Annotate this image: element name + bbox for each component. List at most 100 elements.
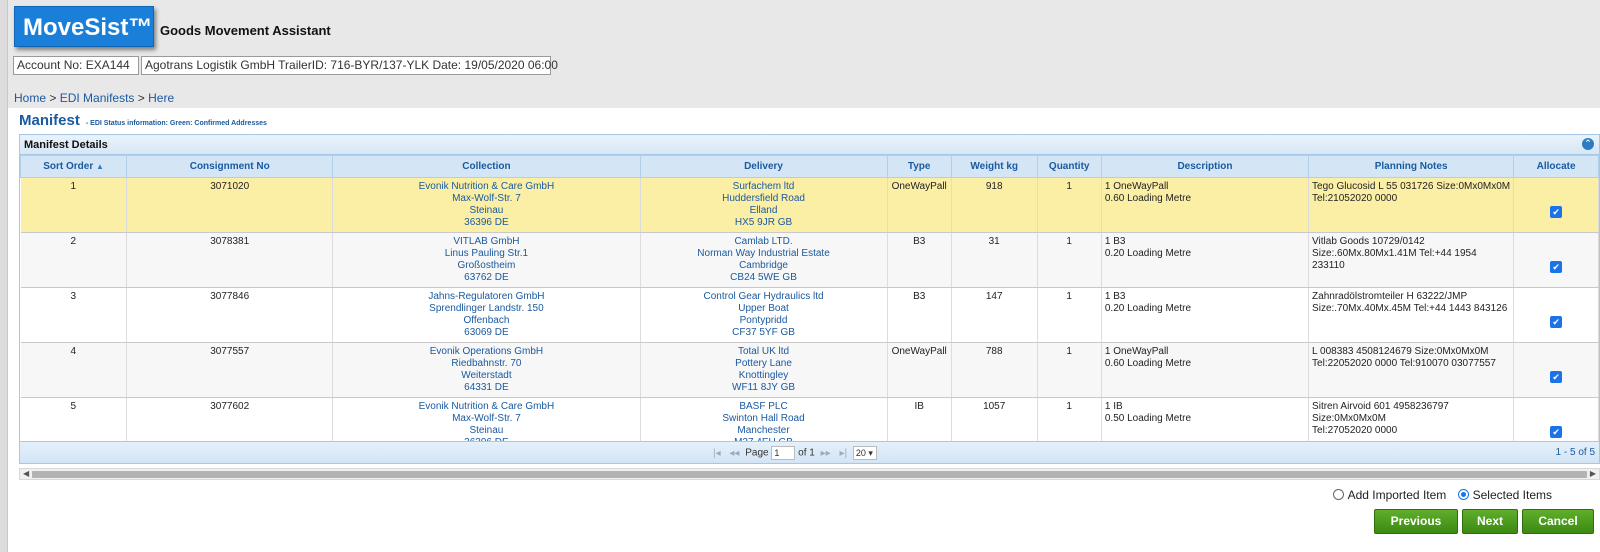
collection-line: Linus Pauling Str.1	[444, 248, 529, 259]
collection-line: Steinau	[469, 425, 504, 436]
cell-collection[interactable]: Jahns-Regulatoren GmbH Sprendlinger Lands…	[332, 287, 641, 343]
column-header-collection[interactable]: Collection	[332, 155, 641, 178]
description-line: 1 OneWayPall	[1104, 346, 1169, 357]
add-imported-item-radio[interactable]	[1332, 489, 1344, 500]
rows-per-page-select[interactable]: 20 ▾	[852, 446, 877, 460]
description-line: 0.50 Loading Metre	[1104, 413, 1192, 424]
cell-collection[interactable]: Evonik Nutrition & Care GmbH Max-Wolf-Str…	[332, 177, 641, 233]
manifest-status-info: - EDI Status information: Green: Confirm…	[85, 120, 267, 127]
cell-quantity: 1	[1037, 232, 1102, 288]
delivery-line: Pontypridd	[739, 315, 788, 326]
selected-items-radio[interactable]	[1457, 489, 1469, 500]
cell-type: OneWayPall	[887, 342, 952, 398]
first-page-icon[interactable]: |◂	[713, 447, 721, 459]
manifest-title: Manifest	[19, 112, 80, 129]
cell-weight: 918	[951, 177, 1038, 233]
app-logo: MoveSist™	[14, 6, 154, 47]
scroll-right-icon[interactable]: ▶	[1589, 469, 1596, 478]
collection-line: Evonik Operations GmbH	[429, 346, 544, 357]
cell-consignment: 3077846	[126, 287, 334, 343]
sort-asc-icon: ▲	[96, 162, 104, 171]
grid-caption-title: Manifest Details	[24, 139, 108, 151]
breadcrumb-home[interactable]: Home	[14, 91, 47, 105]
table-row[interactable]: 3 3077846 Jahns-Regulatoren GmbH Sprendling…	[20, 287, 1599, 343]
column-header-allocate[interactable]: Allocate	[1513, 155, 1599, 178]
delivery-line: Control Gear Hydraulics ltd	[703, 291, 824, 302]
cell-delivery[interactable]: Surfachem ltd Huddersfield Road Elland HX5 …	[640, 177, 888, 233]
column-header-quantity[interactable]: Quantity	[1036, 155, 1102, 178]
cell-weight: 147	[951, 287, 1038, 343]
collection-line: Riedbahnstr. 70	[451, 358, 522, 369]
collection-line: 63069 DE	[464, 327, 509, 338]
table-header-row: Sort Order ▲ Consignment No Collection D…	[19, 155, 1599, 178]
delivery-line: Pottery Lane	[735, 358, 792, 369]
allocate-checkbox[interactable]: ✔	[1550, 425, 1563, 438]
allocate-checkbox[interactable]: ✔	[1550, 205, 1563, 218]
allocate-checkbox[interactable]: ✔	[1550, 315, 1563, 328]
column-header-sort-order[interactable]: Sort Order ▲	[19, 155, 128, 178]
breadcrumb-here[interactable]: Here	[148, 91, 175, 105]
planning-line: Vitlab Goods 10729/0142	[1312, 236, 1425, 247]
planning-line: Tel:22052020 0000 Tel:910070 03077557	[1312, 358, 1496, 369]
cell-sort-order: 1	[20, 177, 128, 233]
pager-controls: |◂ ◂◂ Page 1 of 1 ▸▸ ▸| 20 ▾	[710, 446, 877, 460]
delivery-line: Camlab LTD.	[734, 236, 793, 247]
breadcrumb-separator: >	[137, 91, 145, 105]
prev-page-icon[interactable]: ◂◂	[729, 447, 740, 459]
cell-allocate: ✔	[1513, 342, 1599, 398]
item-source-radio-group: Add Imported Item Selected Items	[1332, 488, 1560, 502]
record-range: 1 - 5 of 5	[1555, 447, 1595, 458]
collapse-icon[interactable]: ⌃	[1582, 138, 1594, 150]
scrollbar-thumb[interactable]	[32, 471, 1587, 478]
next-page-icon[interactable]: ▸▸	[820, 447, 831, 459]
manifest-table: Sort Order ▲ Consignment No Collection D…	[19, 155, 1599, 453]
planning-line: L 008383 4508124679 Size:0Mx0Mx0M	[1312, 346, 1489, 357]
column-header-consignment[interactable]: Consignment No	[126, 155, 334, 178]
delivery-line: Norman Way Industrial Estate	[697, 248, 830, 259]
column-header-planning-notes[interactable]: Planning Notes	[1308, 155, 1515, 178]
cell-delivery[interactable]: Camlab LTD. Norman Way Industrial Estate C…	[640, 232, 888, 288]
cell-planning-notes: Tego Glucosid L 55 031726 Size:0Mx0Mx0M T…	[1308, 177, 1515, 233]
cell-collection[interactable]: VITLAB GmbH Linus Pauling Str.1 Großosthei…	[332, 232, 641, 288]
collection-line: Evonik Nutrition & Care GmbH	[418, 181, 555, 192]
cell-collection[interactable]: Evonik Operations GmbH Riedbahnstr. 70 Wei…	[332, 342, 641, 398]
delivery-line: CF37 5YF GB	[732, 327, 795, 338]
cell-type: OneWayPall	[887, 177, 952, 233]
cell-delivery[interactable]: Control Gear Hydraulics ltd Upper Boat Pon…	[640, 287, 888, 343]
manifest-grid: Manifest Details ⌃ Sort Order ▲ Consignm…	[19, 134, 1600, 464]
cell-delivery[interactable]: Total UK ltd Pottery Lane Knottingley WF11 …	[640, 342, 888, 398]
page-number-input[interactable]: 1	[771, 446, 796, 460]
column-header-description[interactable]: Description	[1100, 155, 1310, 178]
previous-button[interactable]: Previous	[1374, 509, 1458, 534]
description-line: 0.60 Loading Metre	[1104, 358, 1192, 369]
app-title: Goods Movement Assistant	[160, 23, 331, 38]
cell-quantity: 1	[1037, 177, 1102, 233]
delivery-line: Manchester	[737, 425, 790, 436]
delivery-line: HX5 9JR GB	[734, 217, 793, 228]
cell-description: 1 OneWayPall 0.60 Loading Metre	[1101, 177, 1310, 233]
cell-quantity: 1	[1037, 342, 1102, 398]
cell-quantity: 1	[1037, 287, 1102, 343]
last-page-icon[interactable]: ▸|	[839, 447, 848, 459]
table-row[interactable]: 1 3071020 Evonik Nutrition & Care GmbH Max-…	[20, 177, 1599, 233]
scroll-left-icon[interactable]: ◀	[23, 469, 30, 478]
allocate-checkbox[interactable]: ✔	[1550, 260, 1563, 273]
next-button[interactable]: Next	[1462, 509, 1518, 534]
description-line: 1 B3	[1104, 236, 1126, 247]
column-header-weight[interactable]: Weight kg	[950, 155, 1038, 178]
description-line: 0.20 Loading Metre	[1104, 303, 1192, 314]
collection-line: Max-Wolf-Str. 7	[452, 193, 521, 204]
horizontal-scrollbar[interactable]: ◀ ▶	[19, 468, 1600, 480]
cell-type: B3	[887, 232, 952, 288]
table-row[interactable]: 4 3077557 Evonik Operations GmbH Riedbahnst…	[20, 342, 1599, 398]
column-header-type[interactable]: Type	[886, 155, 952, 178]
allocate-checkbox[interactable]: ✔	[1550, 370, 1563, 383]
column-header-delivery[interactable]: Delivery	[639, 155, 888, 178]
manifest-header: Manifest - EDI Status information: Green…	[19, 112, 267, 129]
description-line: 1 IB	[1104, 401, 1123, 412]
selected-items-label: Selected Items	[1472, 488, 1552, 502]
cancel-button[interactable]: Cancel	[1522, 509, 1594, 534]
table-row[interactable]: 2 3078381 VITLAB GmbH Linus Pauling Str.1 Gr…	[20, 232, 1599, 288]
breadcrumb-edi-manifests[interactable]: EDI Manifests	[59, 91, 135, 105]
cell-consignment: 3078381	[126, 232, 334, 288]
